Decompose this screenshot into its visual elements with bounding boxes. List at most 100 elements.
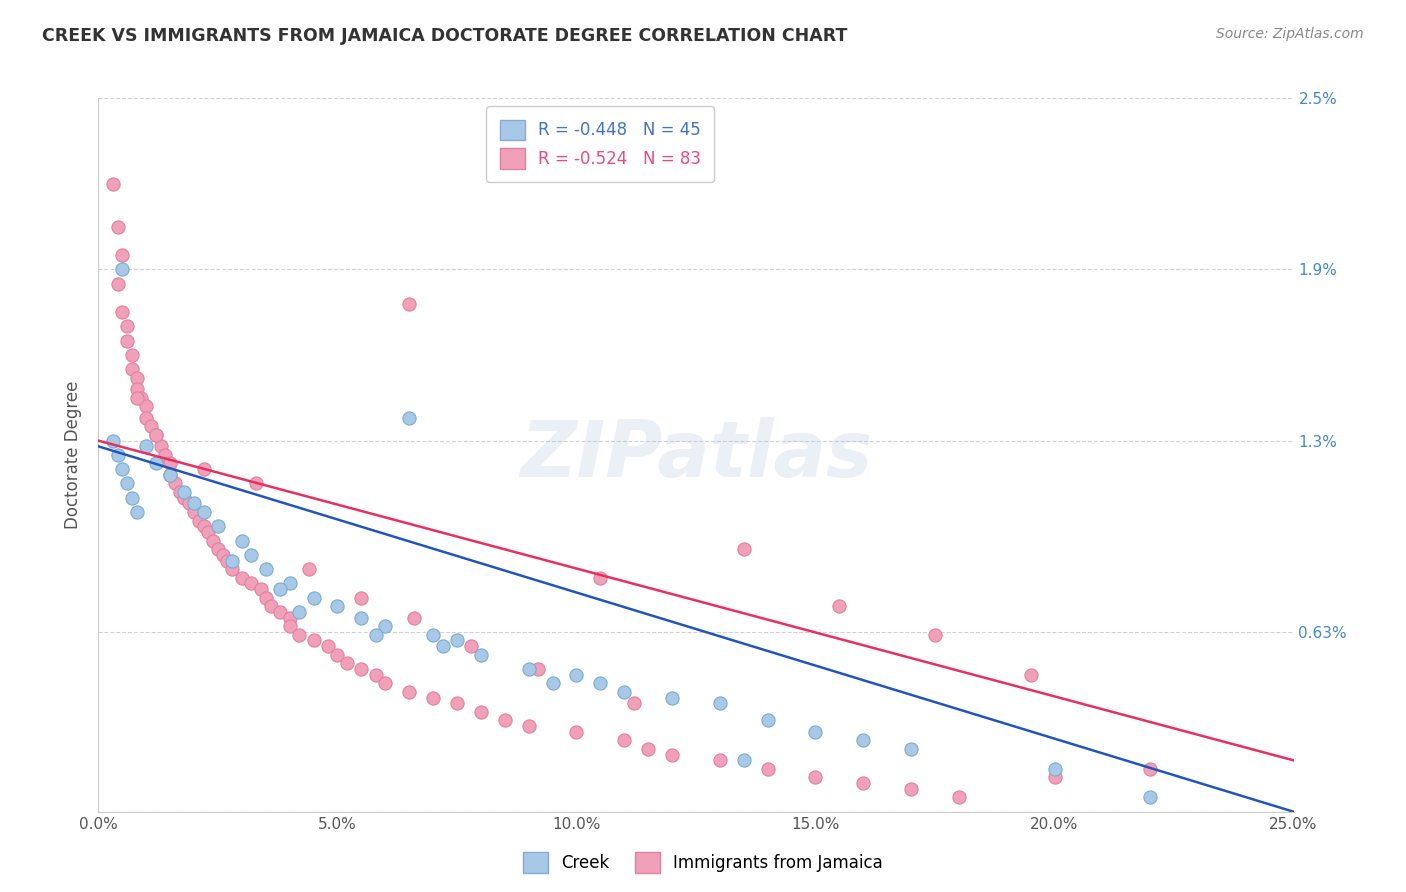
Point — [269, 605, 291, 619]
Point — [460, 639, 482, 653]
Point — [350, 610, 373, 624]
Point — [1043, 771, 1066, 785]
Text: CREEK VS IMMIGRANTS FROM JAMAICA DOCTORATE DEGREE CORRELATION CHART: CREEK VS IMMIGRANTS FROM JAMAICA DOCTORA… — [42, 27, 848, 45]
Point — [135, 400, 157, 414]
Point — [107, 448, 129, 462]
Point — [422, 628, 444, 642]
Point — [121, 491, 143, 505]
Point — [207, 519, 229, 533]
Point — [517, 662, 540, 676]
Point — [221, 553, 243, 567]
Point — [107, 219, 129, 234]
Point — [565, 667, 588, 681]
Point — [115, 319, 138, 334]
Point — [661, 690, 683, 705]
Point — [125, 391, 148, 405]
Point — [125, 371, 148, 385]
Point — [350, 662, 373, 676]
Point — [900, 742, 922, 756]
Point — [145, 457, 167, 471]
Point — [446, 633, 468, 648]
Point — [350, 591, 373, 605]
Point — [900, 781, 922, 796]
Point — [121, 362, 143, 376]
Point — [245, 476, 267, 491]
Point — [828, 599, 851, 614]
Point — [169, 485, 191, 500]
Point — [240, 576, 263, 591]
Point — [398, 685, 420, 699]
Point — [316, 639, 339, 653]
Point — [470, 648, 492, 662]
Point — [623, 696, 645, 710]
Point — [111, 462, 134, 476]
Point — [852, 733, 875, 747]
Point — [613, 685, 636, 699]
Point — [1139, 790, 1161, 805]
Point — [163, 476, 186, 491]
Point — [173, 491, 195, 505]
Point — [179, 496, 201, 510]
Point — [159, 467, 181, 482]
Point — [278, 619, 301, 633]
Point — [111, 248, 134, 262]
Point — [613, 733, 636, 747]
Point — [804, 724, 827, 739]
Point — [183, 496, 205, 510]
Point — [302, 591, 325, 605]
Point — [432, 639, 454, 653]
Point — [115, 334, 138, 348]
Point — [250, 582, 273, 596]
Text: ZIPatlas: ZIPatlas — [520, 417, 872, 493]
Point — [221, 562, 243, 576]
Point — [269, 582, 291, 596]
Point — [111, 262, 134, 277]
Point — [135, 410, 157, 425]
Point — [402, 610, 425, 624]
Point — [121, 348, 143, 362]
Point — [288, 605, 311, 619]
Point — [159, 457, 181, 471]
Point — [101, 434, 124, 448]
Point — [125, 382, 148, 396]
Point — [494, 714, 516, 728]
Point — [364, 667, 387, 681]
Point — [125, 505, 148, 519]
Point — [207, 542, 229, 557]
Point — [733, 753, 755, 767]
Point — [302, 633, 325, 648]
Legend: Creek, Immigrants from Jamaica: Creek, Immigrants from Jamaica — [516, 846, 890, 880]
Point — [193, 462, 215, 476]
Point — [298, 562, 321, 576]
Point — [374, 619, 396, 633]
Point — [139, 419, 162, 434]
Point — [288, 628, 311, 642]
Text: Source: ZipAtlas.com: Source: ZipAtlas.com — [1216, 27, 1364, 41]
Point — [924, 628, 946, 642]
Point — [422, 690, 444, 705]
Point — [217, 553, 239, 567]
Point — [231, 571, 253, 585]
Point — [159, 467, 181, 482]
Point — [541, 676, 564, 690]
Point — [145, 428, 167, 442]
Point — [326, 599, 349, 614]
Point — [446, 696, 468, 710]
Point — [131, 391, 153, 405]
Point — [756, 714, 779, 728]
Point — [756, 762, 779, 776]
Point — [852, 776, 875, 790]
Point — [101, 177, 124, 191]
Legend: R = -0.448   N = 45, R = -0.524   N = 83: R = -0.448 N = 45, R = -0.524 N = 83 — [486, 106, 714, 182]
Point — [709, 696, 731, 710]
Point — [254, 562, 277, 576]
Point — [240, 548, 263, 562]
Point — [589, 571, 612, 585]
Point — [183, 505, 205, 519]
Point — [231, 533, 253, 548]
Point — [202, 533, 225, 548]
Point — [517, 719, 540, 733]
Point — [1043, 762, 1066, 776]
Point — [254, 591, 277, 605]
Point — [259, 599, 281, 614]
